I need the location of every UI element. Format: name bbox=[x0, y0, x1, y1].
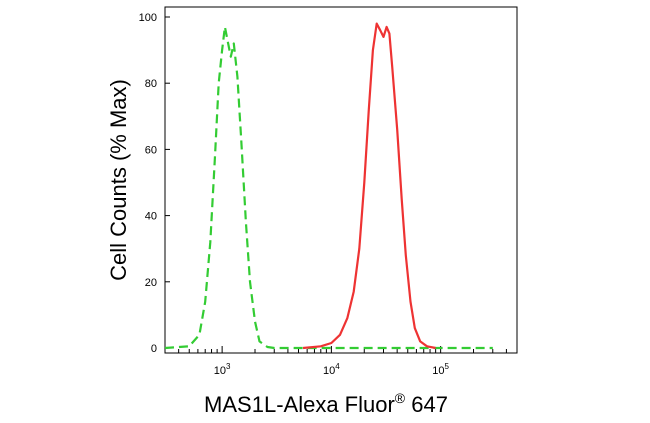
y-axis: 0 20 40 60 80 100 bbox=[139, 12, 170, 355]
y-tick-label: 20 bbox=[145, 277, 157, 289]
x-axis-title: MAS1L-Alexa Fluor® 647 bbox=[204, 390, 448, 417]
x-tick-label: 103 bbox=[214, 362, 231, 377]
y-tick-label: 100 bbox=[139, 12, 157, 24]
y-tick-label: 80 bbox=[145, 78, 157, 90]
series-line-2 bbox=[302, 22, 436, 350]
y-axis-title: Cell Counts (% Max) bbox=[106, 79, 131, 281]
y-tick-label: 40 bbox=[145, 211, 157, 223]
x-tick-label: 105 bbox=[432, 362, 449, 377]
x-tick-label: 104 bbox=[323, 362, 340, 377]
x-axis: 103 104 105 bbox=[164, 346, 518, 377]
plot-frame bbox=[164, 6, 518, 354]
x-axis-title-main: MAS1L-Alexa Fluor bbox=[204, 392, 395, 417]
y-tick-label: 0 bbox=[151, 343, 157, 355]
x-axis-title-superscript: ® bbox=[395, 390, 406, 406]
y-tick-label: 60 bbox=[145, 144, 157, 156]
series-layer bbox=[164, 22, 493, 350]
series-line-1 bbox=[164, 25, 493, 350]
x-axis-title-suffix: 647 bbox=[405, 392, 448, 417]
